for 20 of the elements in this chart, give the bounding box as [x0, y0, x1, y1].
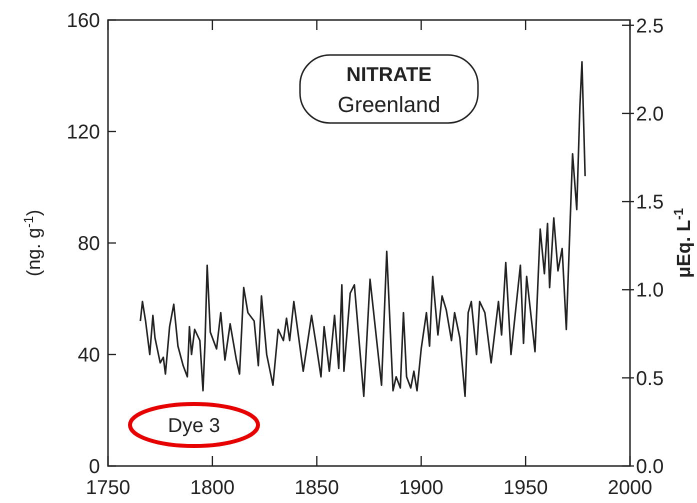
x-tick-label: 1750	[86, 477, 130, 499]
y-tick-label: 80	[78, 233, 100, 255]
text: NITRATE	[346, 64, 432, 86]
y-tick-label: 160	[66, 10, 100, 32]
y2-tick-label: 2.5	[636, 15, 664, 38]
y-tick-label: 0	[88, 456, 100, 478]
x-tick-label: 1900	[398, 477, 444, 499]
y2-tick-label: 1.0	[636, 280, 664, 302]
x-tick-label: 1850	[294, 477, 340, 499]
x-tick-label: 1800	[190, 477, 235, 499]
y-tick-label: 40	[78, 344, 100, 366]
y2-tick-label: 0.0	[636, 456, 664, 478]
x-tick-label: 1950	[503, 477, 548, 499]
y2-tick-label: 1.5	[636, 192, 664, 214]
text: Greenland	[338, 92, 440, 117]
y2-tick-label: 0.5	[636, 368, 664, 390]
y2-tick-label: 2.0	[636, 103, 664, 126]
annotation: Dye 3	[168, 415, 220, 437]
y-tick-label: 120	[66, 122, 100, 144]
x-tick-label: 2000	[608, 477, 652, 499]
